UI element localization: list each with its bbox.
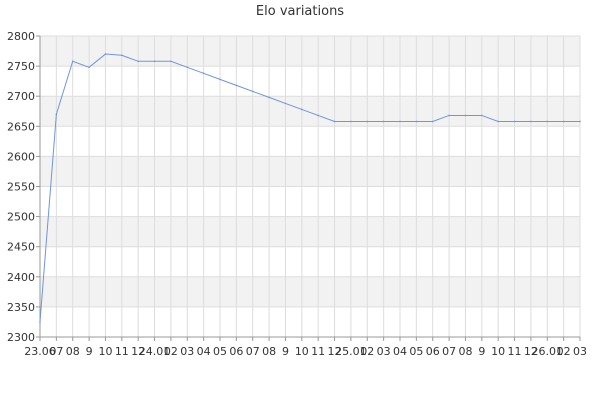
data-point — [39, 321, 41, 323]
data-point — [186, 66, 189, 69]
data-point — [382, 120, 385, 123]
data-point — [415, 120, 418, 123]
data-point — [153, 60, 156, 63]
plot-band — [40, 126, 580, 157]
data-point — [104, 53, 107, 55]
data-point — [497, 120, 499, 123]
x-tick-label: 05 — [409, 345, 423, 358]
x-tick-label: 9 — [282, 345, 289, 358]
y-tick-label: 2650 — [7, 120, 35, 133]
plot-band — [40, 96, 580, 127]
y-tick-label: 2600 — [7, 150, 35, 163]
x-tick-label: 06 — [229, 345, 243, 358]
x-tick-label: 23.06 — [24, 345, 56, 358]
data-point — [366, 120, 369, 123]
x-tick-label: 12 — [131, 345, 145, 358]
data-point — [530, 120, 532, 123]
x-tick-label: 11 — [115, 345, 129, 358]
y-tick-label: 2750 — [7, 60, 35, 73]
data-point — [71, 60, 74, 63]
data-point — [55, 113, 58, 116]
data-point — [464, 114, 467, 117]
plot-band — [40, 156, 580, 187]
data-point — [513, 120, 516, 123]
data-point — [333, 120, 336, 123]
data-point — [268, 96, 270, 99]
y-tick-label: 2300 — [7, 331, 35, 344]
plot-band — [40, 186, 580, 217]
data-point — [579, 120, 581, 123]
x-tick-label: 05 — [213, 345, 227, 358]
x-tick-label: 07 — [442, 345, 456, 358]
x-tick-label: 03 — [180, 345, 194, 358]
x-tick-label: 10 — [491, 345, 505, 358]
data-point — [301, 108, 303, 111]
data-point — [88, 66, 90, 69]
series — [39, 53, 581, 323]
y-tick-label: 2550 — [7, 181, 35, 194]
y-tick-label: 2450 — [7, 241, 35, 254]
x-tick-label: 08 — [262, 345, 276, 358]
x-tick-label: 9 — [86, 345, 93, 358]
data-point — [546, 120, 549, 123]
data-point — [251, 90, 254, 93]
plot-band — [40, 246, 580, 277]
plot-band — [40, 216, 580, 247]
x-tick-label: 03 — [377, 345, 391, 358]
x-tick-label: 10 — [295, 345, 309, 358]
x-tick-label: 12 — [524, 345, 538, 358]
x-tick-label: 25.01 — [335, 345, 367, 358]
y-axis-ticks: 2300 2350 2400 2450 2500 2550 2600 2650 2700 2750… — [7, 30, 40, 344]
x-tick-label: 02 — [557, 345, 571, 358]
data-point — [562, 120, 565, 123]
y-tick-label: 2800 — [7, 30, 35, 43]
data-point — [202, 72, 205, 75]
x-tick-label: 9 — [478, 345, 485, 358]
series-line — [39, 53, 580, 322]
plot-bands — [40, 36, 580, 337]
data-point — [121, 54, 123, 57]
data-point — [284, 102, 287, 105]
x-tick-label: 02 — [360, 345, 374, 358]
data-point — [170, 60, 172, 63]
plot-band — [40, 276, 580, 307]
y-tick-label: 2700 — [7, 90, 35, 103]
data-point — [235, 84, 238, 87]
x-tick-label: 07 — [246, 345, 260, 358]
x-tick-label: 04 — [393, 345, 407, 358]
data-point — [219, 78, 221, 81]
plot-band — [40, 36, 580, 67]
y-tick-label: 2400 — [7, 271, 35, 284]
plot-band — [40, 66, 580, 97]
data-point — [399, 120, 401, 123]
x-tick-label: 24.01 — [139, 345, 171, 358]
y-tick-label: 2500 — [7, 211, 35, 224]
data-point — [137, 60, 139, 63]
x-tick-label: 12 — [328, 345, 342, 358]
data-point — [350, 120, 352, 123]
x-tick-label: 08 — [66, 345, 80, 358]
x-tick-label: 26.01 — [532, 345, 564, 358]
x-tick-label: 04 — [197, 345, 211, 358]
data-point — [431, 120, 434, 123]
data-point — [481, 114, 483, 117]
x-tick-label: 03 — [573, 345, 587, 358]
chart-title: Elo variations — [255, 4, 345, 19]
plot-band — [40, 306, 580, 337]
x-tick-label: 08 — [458, 345, 472, 358]
y-tick-label: 2350 — [7, 301, 35, 314]
x-tick-label: 10 — [98, 345, 112, 358]
x-tick-label: 02 — [164, 345, 178, 358]
x-tick-label: 11 — [311, 345, 325, 358]
data-point — [448, 114, 450, 117]
data-point — [317, 114, 319, 117]
x-tick-label: 11 — [508, 345, 522, 358]
x-tick-label: 06 — [426, 345, 440, 358]
x-tick-label: 07 — [49, 345, 63, 358]
